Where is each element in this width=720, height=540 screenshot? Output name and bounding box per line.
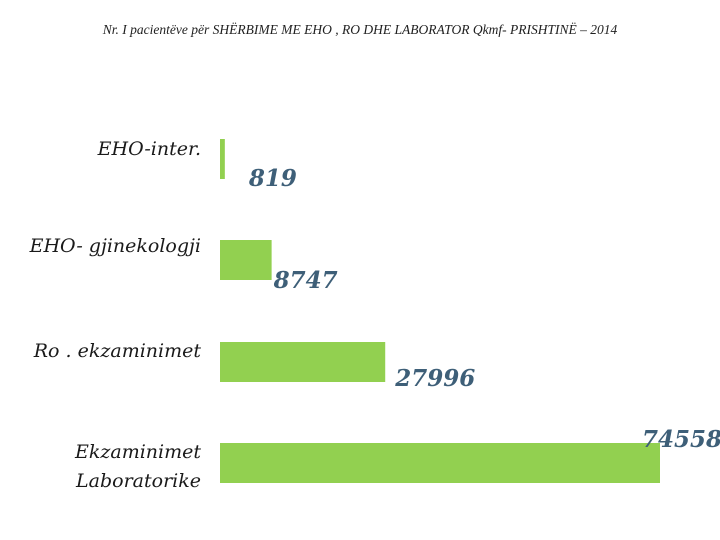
page-title: Nr. I pacientëve për SHËRBIME ME EHO , R… — [102, 22, 618, 37]
bar-0 — [220, 139, 225, 179]
value-label-1: 8747 — [273, 267, 338, 294]
value-label-3: 74558 — [642, 426, 720, 453]
value-label-2: 27996 — [394, 365, 475, 392]
bar-3 — [220, 443, 660, 483]
category-label-2: Ro . ekzaminimet — [33, 340, 202, 362]
category-label-1: EHO- gjinekologji — [29, 235, 201, 257]
bar-1 — [220, 240, 272, 280]
category-label-0: EHO-inter. — [97, 138, 201, 160]
bar-2 — [220, 342, 386, 382]
value-label-0: 819 — [248, 165, 297, 192]
category-label-3: Ekzaminimet Laboratorike — [74, 441, 201, 492]
